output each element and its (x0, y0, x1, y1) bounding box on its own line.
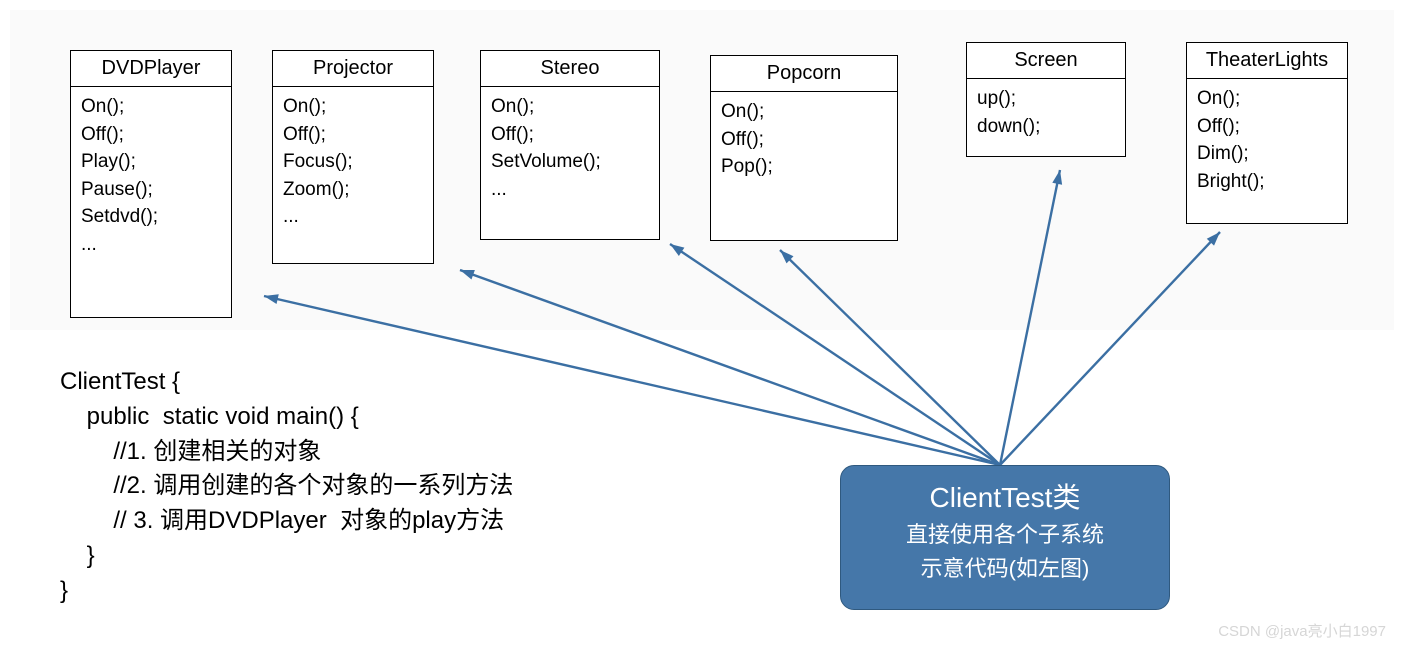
class-method: On(); (283, 93, 423, 121)
class-methods: On();Off();Focus();Zoom();... (273, 87, 433, 241)
class-method: Dim(); (1197, 140, 1337, 168)
class-box-lights: TheaterLightsOn();Off();Dim();Bright(); (1186, 42, 1348, 224)
client-test-bubble: ClientTest类 直接使用各个子系统 示意代码(如左图) (840, 465, 1170, 610)
class-method: Bright(); (1197, 168, 1337, 196)
class-method: Off(); (491, 121, 649, 149)
class-methods: On();Off();Play();Pause();Setdvd();... (71, 87, 231, 268)
class-method: Pop(); (721, 153, 887, 181)
class-method: down(); (977, 113, 1115, 141)
class-method: Off(); (721, 126, 887, 154)
class-box-popcorn: PopcornOn();Off();Pop(); (710, 55, 898, 241)
bubble-title: ClientTest类 (851, 480, 1159, 516)
class-method: ... (81, 231, 221, 259)
class-method: On(); (491, 93, 649, 121)
class-title: TheaterLights (1187, 43, 1347, 79)
class-box-dvd: DVDPlayerOn();Off();Play();Pause();Setdv… (70, 50, 232, 318)
class-method: On(); (721, 98, 887, 126)
bubble-line2: 示意代码(如左图) (851, 554, 1159, 584)
class-method: SetVolume(); (491, 148, 649, 176)
class-title: DVDPlayer (71, 51, 231, 87)
watermark: CSDN @java亮小白1997 (1218, 620, 1386, 641)
class-methods: On();Off();Pop(); (711, 92, 897, 191)
class-methods: On();Off();Dim();Bright(); (1187, 79, 1347, 205)
class-method: On(); (81, 93, 221, 121)
class-box-screen: Screenup();down(); (966, 42, 1126, 157)
class-method: Off(); (1197, 113, 1337, 141)
class-methods: up();down(); (967, 79, 1125, 150)
class-title: Popcorn (711, 56, 897, 92)
class-methods: On();Off();SetVolume();... (481, 87, 659, 213)
class-box-stereo: StereoOn();Off();SetVolume();... (480, 50, 660, 240)
class-method: Zoom(); (283, 176, 423, 204)
class-method: Focus(); (283, 148, 423, 176)
class-method: Setdvd(); (81, 203, 221, 231)
class-method: ... (283, 203, 423, 231)
diagram-canvas: DVDPlayerOn();Off();Play();Pause();Setdv… (0, 0, 1404, 655)
class-method: Play(); (81, 148, 221, 176)
bubble-line1: 直接使用各个子系统 (851, 520, 1159, 550)
class-method: ... (491, 176, 649, 204)
class-title: Screen (967, 43, 1125, 79)
class-method: up(); (977, 85, 1115, 113)
class-method: Pause(); (81, 176, 221, 204)
class-method: On(); (1197, 85, 1337, 113)
class-title: Projector (273, 51, 433, 87)
class-method: Off(); (283, 121, 423, 149)
code-snippet: ClientTest { public static void main() {… (60, 365, 513, 609)
class-method: Off(); (81, 121, 221, 149)
class-title: Stereo (481, 51, 659, 87)
class-box-projector: ProjectorOn();Off();Focus();Zoom();... (272, 50, 434, 264)
